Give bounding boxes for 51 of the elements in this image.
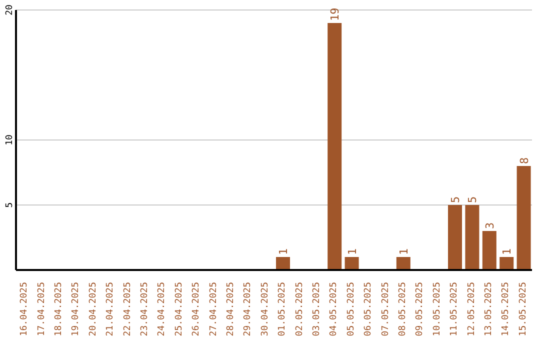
data-label: 8	[518, 157, 531, 164]
bar	[516, 166, 531, 270]
x-tick-label: 02.05.2025	[294, 282, 305, 336]
x-tick-label: 24.04.2025	[157, 282, 168, 336]
bar	[500, 257, 514, 270]
data-label: 5	[466, 196, 480, 203]
bar	[465, 205, 480, 270]
x-tick-label: 10.05.2025	[432, 282, 442, 336]
bar	[448, 205, 462, 270]
x-tick-label: 26.04.2025	[192, 282, 202, 336]
data-label: 1	[346, 248, 359, 255]
bar	[344, 257, 359, 270]
x-tick-label: 28.04.2025	[226, 282, 236, 336]
x-tick-label: 03.05.2025	[312, 282, 322, 336]
x-tick-label: 19.04.2025	[71, 282, 82, 336]
x-tick-label: 01.05.2025	[278, 282, 288, 336]
x-tick-label: 13.05.2025	[484, 282, 494, 336]
data-label: 1	[397, 248, 410, 255]
x-tick-label: 16.04.2025	[20, 282, 30, 336]
y-tick-label: 5	[5, 202, 15, 208]
x-tick-label: 06.05.2025	[364, 282, 374, 336]
x-tick-label: 23.04.2025	[140, 282, 150, 336]
data-label: 1	[500, 248, 514, 255]
bar	[482, 231, 496, 270]
x-tick-label: 22.04.2025	[122, 282, 133, 336]
x-tick-label: 09.05.2025	[415, 282, 426, 336]
x-tick-label: 25.04.2025	[174, 282, 184, 336]
data-label: 19	[328, 8, 342, 21]
x-tick-label: 20.04.2025	[88, 282, 98, 336]
x-tick-label: 08.05.2025	[398, 282, 408, 336]
data-label: 5	[449, 196, 462, 203]
x-tick-label: 07.05.2025	[380, 282, 391, 336]
x-tick-label: 05.05.2025	[346, 282, 356, 336]
x-tick-label: 18.04.2025	[54, 282, 64, 336]
x-tick-label: 04.05.2025	[329, 282, 340, 336]
y-tick-label: 10	[5, 134, 15, 146]
x-tick-label: 15.05.2025	[518, 282, 528, 336]
x-tick-label: 14.05.2025	[501, 282, 512, 336]
x-tick-label: 30.04.2025	[260, 282, 270, 336]
x-tick-label: 11.05.2025	[450, 282, 460, 336]
bar	[396, 257, 410, 270]
x-tick-label: 27.04.2025	[208, 282, 219, 336]
bar	[328, 23, 342, 270]
data-label: 3	[483, 222, 496, 229]
x-tick-label: 12.05.2025	[466, 282, 477, 336]
y-tick-label: 20	[5, 4, 15, 16]
x-tick-label: 29.04.2025	[243, 282, 254, 336]
bar	[276, 257, 290, 270]
x-tick-label: 21.04.2025	[106, 282, 116, 336]
x-tick-label: 17.04.2025	[36, 282, 47, 336]
data-label: 1	[277, 248, 290, 255]
